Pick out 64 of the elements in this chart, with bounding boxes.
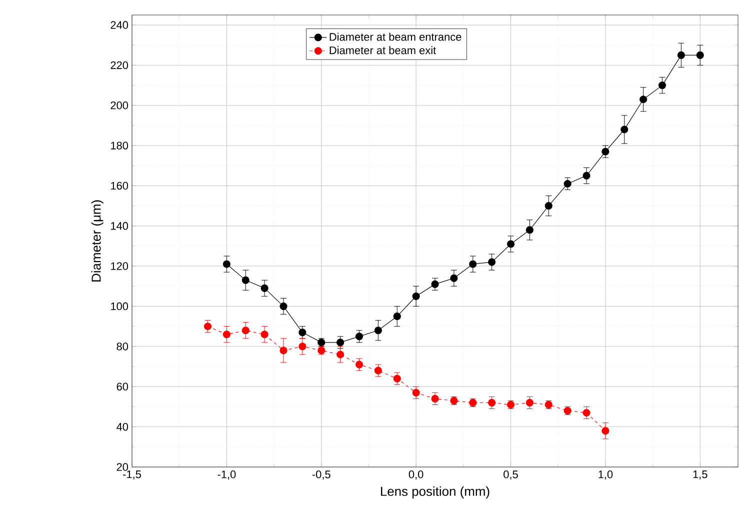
point: [222, 330, 230, 338]
point: [431, 394, 439, 402]
point: [355, 332, 364, 340]
point: [602, 148, 610, 156]
point: [242, 276, 250, 284]
point: [564, 180, 572, 188]
point: [412, 388, 420, 396]
y-tick-label: 140: [111, 222, 128, 230]
point: [526, 398, 534, 406]
point: [488, 398, 496, 406]
legend-label: Diameter at beam exit: [330, 46, 436, 54]
point: [355, 360, 364, 368]
point: [544, 202, 552, 210]
point: [260, 284, 268, 292]
point: [222, 260, 230, 268]
y-tick-label: 240: [110, 21, 128, 29]
point: [298, 342, 306, 350]
y-tick-label: 120: [111, 262, 128, 270]
y-tick-label: 180: [111, 142, 128, 150]
point: [204, 322, 212, 330]
point: [640, 96, 648, 104]
x-axis-title: Lens position (mm): [381, 486, 490, 498]
y-tick-label: 80: [116, 342, 128, 350]
x-tick-label: -1,5: [123, 470, 141, 480]
x-tick-label: 1,0: [598, 470, 613, 480]
point: [431, 280, 439, 288]
point: [658, 82, 666, 90]
x-tick-label: 0,5: [504, 470, 518, 480]
y-tick-label: 60: [116, 382, 128, 391]
point: [506, 240, 515, 248]
point: [412, 292, 420, 300]
point: [336, 338, 344, 346]
y-tick-label: 100: [111, 302, 128, 310]
y-tick-label: 40: [116, 422, 128, 431]
point: [298, 328, 306, 336]
legend-label: Diameter at beam entrance: [330, 32, 462, 41]
point: [582, 172, 590, 180]
point: [488, 258, 496, 266]
point: [677, 51, 685, 59]
point: [526, 226, 534, 234]
point: [242, 326, 250, 334]
point: [280, 302, 288, 310]
y-tick-label: 20: [116, 463, 128, 471]
x-tick-label: -1,0: [218, 470, 236, 480]
point: [393, 312, 401, 320]
y-tick-label: 220: [110, 61, 128, 70]
x-tick-label: -0,5: [312, 470, 330, 480]
point: [280, 346, 288, 354]
point: [336, 350, 344, 358]
point: [260, 330, 268, 338]
point: [620, 126, 628, 134]
point: [602, 427, 610, 435]
x-tick-label: 1,5: [693, 470, 708, 480]
point: [374, 326, 382, 334]
y-axis-title: Diameter (μm): [91, 200, 104, 282]
point: [374, 366, 382, 374]
point: [450, 274, 458, 282]
point: [393, 374, 401, 382]
point: [696, 51, 704, 59]
point: [469, 260, 477, 268]
point: [582, 408, 590, 417]
y-tick-label: 160: [111, 182, 128, 190]
x-tick-label: 0,0: [408, 470, 424, 480]
y-tick-label: 200: [110, 102, 128, 110]
